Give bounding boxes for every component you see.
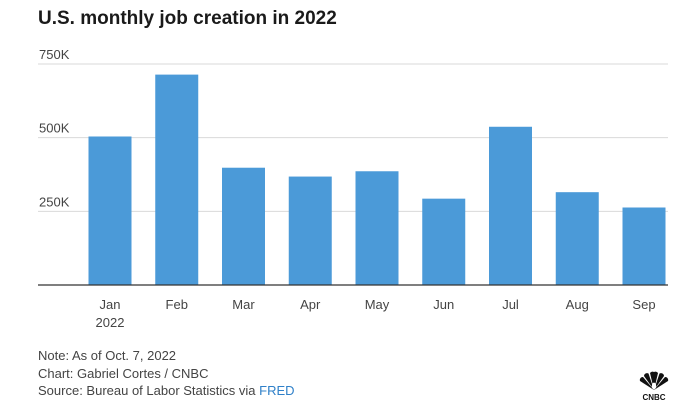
- bars: [88, 74, 666, 285]
- x-tick-sublabel: 2022: [96, 315, 125, 330]
- x-tick-label: Jun: [433, 297, 454, 312]
- x-tick-label: Jan: [100, 297, 121, 312]
- x-tick-label: Aug: [566, 297, 589, 312]
- x-tick-label: Feb: [166, 297, 188, 312]
- cnbc-logo: CNBC: [634, 370, 674, 402]
- bar-aug: [555, 192, 599, 285]
- source-prefix: Source: Bureau of Labor Statistics via: [38, 383, 260, 398]
- x-tick-label: Sep: [632, 297, 655, 312]
- credit-text: Chart: Gabriel Cortes / CNBC: [38, 365, 209, 381]
- y-tick-label: 750K: [39, 47, 70, 62]
- bar-jun: [422, 198, 466, 285]
- bar-jul: [489, 126, 532, 285]
- x-tick-label: May: [365, 297, 390, 312]
- bar-sep: [622, 207, 666, 285]
- bar-jan: [88, 136, 132, 285]
- bar-chart: 250K 500K 750K Jan 2022 Feb Mar Apr May Jun Jul Au…: [38, 47, 668, 330]
- bar-feb: [155, 74, 199, 285]
- chart-title: U.S. monthly job creation in 2022: [38, 8, 337, 29]
- source-text: Source: Bureau of Labor Statistics via F…: [38, 382, 295, 400]
- x-tick-label: Apr: [300, 297, 321, 312]
- y-tick-label: 250K: [39, 194, 70, 209]
- x-axis-labels: Jan 2022 Feb Mar Apr May Jun Jul Aug Sep: [96, 297, 656, 330]
- x-tick-label: Jul: [502, 297, 519, 312]
- nbc-peacock-icon: CNBC: [639, 371, 669, 402]
- gridlines: [38, 63, 668, 212]
- bar-mar: [222, 167, 265, 285]
- logo-text: CNBC: [642, 393, 665, 402]
- y-axis-labels: 250K 500K 750K: [39, 47, 70, 209]
- bar-apr: [288, 176, 332, 285]
- chart-notes: Note: As of Oct. 7, 2022 Chart: Gabriel …: [38, 347, 295, 400]
- fred-link[interactable]: FRED: [259, 383, 295, 398]
- x-tick-label: Mar: [232, 297, 255, 312]
- bar-may: [355, 171, 399, 285]
- note-text: Note: As of Oct. 7, 2022: [38, 348, 177, 363]
- y-tick-label: 500K: [39, 121, 70, 136]
